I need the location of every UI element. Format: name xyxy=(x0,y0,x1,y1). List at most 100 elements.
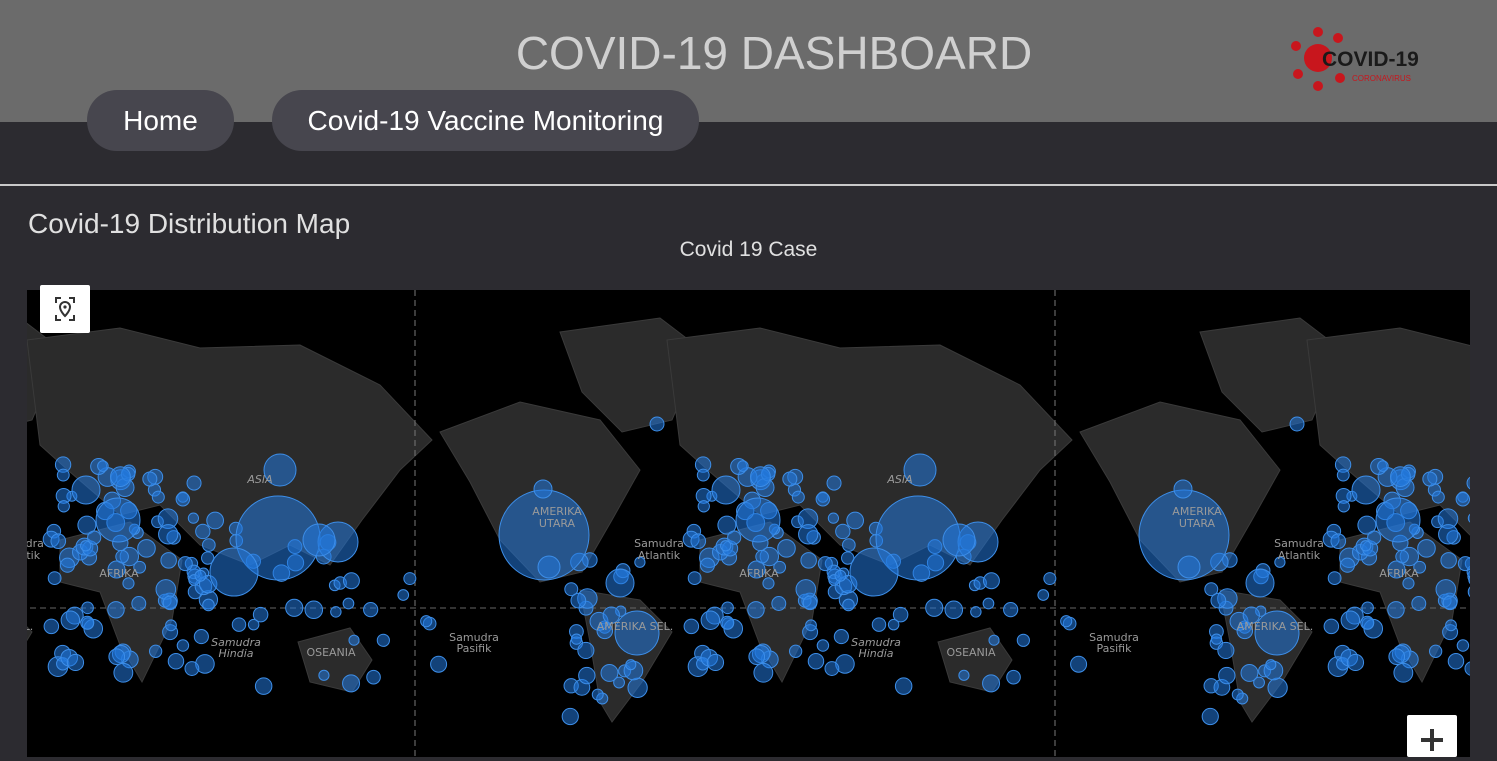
case-bubble xyxy=(131,596,147,611)
case-bubble xyxy=(721,549,738,566)
case-bubble xyxy=(252,606,269,623)
case-bubble xyxy=(228,521,243,536)
case-bubble xyxy=(202,538,216,552)
case-bubble xyxy=(247,618,260,631)
case-bubble xyxy=(625,659,637,671)
case-bubble xyxy=(754,643,772,661)
case-bubble xyxy=(827,584,843,600)
case-bubble xyxy=(206,511,225,530)
case-bubble xyxy=(194,569,207,582)
case-bubble xyxy=(328,579,341,592)
case-bubble xyxy=(1411,596,1427,611)
divider xyxy=(0,184,1497,186)
map-tile: ASIAAMERIKAUTARASamudraAtlantikAFRIKASam… xyxy=(640,290,1343,757)
case-bubble xyxy=(198,590,219,610)
case-bubble xyxy=(1464,557,1470,571)
case-bubble xyxy=(1437,593,1452,608)
nav-home[interactable]: Home xyxy=(87,90,234,151)
case-bubble xyxy=(737,460,749,472)
case-bubble xyxy=(1413,560,1427,574)
case-bubble xyxy=(1222,552,1238,568)
nav-vaccine[interactable]: Covid-19 Vaccine Monitoring xyxy=(272,90,699,151)
landmass xyxy=(666,327,1073,566)
case-bubble xyxy=(958,669,970,681)
case-bubble xyxy=(1203,678,1219,694)
case-bubble xyxy=(111,645,131,664)
case-bubble xyxy=(747,601,765,619)
case-bubble xyxy=(1173,479,1193,499)
case-bubble xyxy=(690,533,707,550)
case-bubble xyxy=(1062,616,1077,631)
case-bubble xyxy=(1445,619,1457,632)
case-bubble xyxy=(1330,533,1347,550)
case-bubble xyxy=(615,605,627,617)
case-bubble xyxy=(1357,515,1377,535)
case-bubble xyxy=(397,589,410,601)
case-bubble xyxy=(158,524,179,545)
case-bubble xyxy=(81,549,98,566)
case-bubble xyxy=(54,456,72,473)
case-bubble xyxy=(687,571,702,585)
case-bubble xyxy=(827,512,840,524)
case-bubble xyxy=(120,501,138,520)
case-bubble xyxy=(333,576,347,590)
case-bubble xyxy=(787,468,804,485)
map-label: Atlantik xyxy=(1278,549,1321,562)
case-bubble xyxy=(712,543,729,561)
case-bubble xyxy=(366,669,381,685)
case-bubble xyxy=(756,474,768,486)
case-bubble xyxy=(615,563,631,579)
case-bubble xyxy=(1408,523,1421,535)
case-bubble xyxy=(195,523,211,540)
case-bubble xyxy=(1016,633,1030,647)
case-bubble xyxy=(973,576,987,590)
zoom-in-button[interactable] xyxy=(1407,715,1457,757)
case-bubble xyxy=(1476,655,1495,674)
case-bubble xyxy=(1375,497,1421,543)
case-bubble xyxy=(1352,543,1369,561)
case-bubble xyxy=(1427,483,1442,497)
case-bubble xyxy=(1209,636,1224,650)
case-bubble xyxy=(649,416,665,432)
case-bubble xyxy=(1070,655,1088,673)
case-bubble xyxy=(925,598,944,617)
case-bubble xyxy=(315,548,332,565)
case-bubble xyxy=(564,582,579,597)
case-bubble xyxy=(842,538,856,552)
case-bubble xyxy=(81,617,95,630)
map-label: Samudra xyxy=(634,537,684,550)
case-bubble xyxy=(1138,489,1230,581)
case-bubble xyxy=(122,577,135,590)
case-bubble xyxy=(791,515,804,529)
landmass xyxy=(1219,589,1313,723)
case-bubble xyxy=(537,555,561,579)
case-bubble xyxy=(1323,618,1340,635)
case-bubble xyxy=(72,543,89,561)
case-bubble xyxy=(771,596,787,611)
case-bubble xyxy=(1442,624,1459,641)
case-bubble xyxy=(1209,624,1224,639)
case-bubble xyxy=(903,453,937,487)
case-bubble xyxy=(869,533,884,548)
case-bubble xyxy=(1437,508,1459,529)
case-bubble xyxy=(868,521,883,536)
locate-button[interactable] xyxy=(40,285,90,333)
case-bubble xyxy=(782,471,798,487)
case-bubble xyxy=(286,554,305,572)
case-bubble xyxy=(1487,512,1497,529)
case-bubble xyxy=(591,688,604,701)
landmass xyxy=(27,626,33,642)
case-bubble xyxy=(800,552,817,569)
map-label: Samudra xyxy=(851,636,901,649)
case-bubble xyxy=(187,568,203,584)
case-bubble xyxy=(116,474,128,486)
case-bubble xyxy=(1387,560,1406,579)
case-bubble xyxy=(71,475,101,505)
case-bubble xyxy=(912,564,931,582)
case-bubble xyxy=(797,508,819,529)
case-bubble xyxy=(1367,530,1382,545)
case-bubble xyxy=(700,610,721,631)
case-bubble xyxy=(1218,666,1236,685)
case-bubble xyxy=(194,577,213,596)
case-bubble xyxy=(1340,610,1361,631)
